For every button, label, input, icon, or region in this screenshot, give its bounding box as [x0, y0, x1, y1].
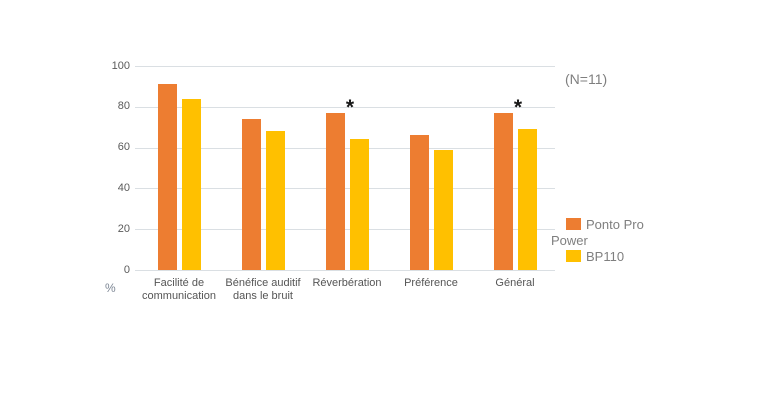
gridline-100 [135, 66, 555, 67]
legend-label: BP110 [586, 249, 625, 264]
y-tick-label-100: 100 [111, 59, 130, 72]
category-label-3: Réverbération [312, 277, 382, 289]
category-label-1: Facilité de communication [142, 277, 216, 302]
bar-ponto-pro-power [493, 112, 513, 270]
significance-asterisk: * [345, 95, 355, 119]
gridline-40 [135, 188, 555, 190]
category-label-4: Préférence [404, 277, 458, 289]
bar-bp110 [433, 149, 453, 270]
bar-bp110 [265, 131, 285, 270]
legend-item-2: BP110 [551, 249, 655, 265]
bar-ponto-pro-power [409, 135, 429, 270]
y-tick-label-20: 20 [117, 222, 130, 235]
y-axis-unit-label: % [105, 281, 116, 295]
legend-item-1: Ponto Pro Power [551, 217, 655, 249]
legend-swatch-icon [566, 218, 581, 230]
sample-size-annotation: (N=11) [565, 71, 608, 87]
gridline-60 [135, 147, 555, 149]
bar-group-1 [157, 66, 201, 270]
bar-ponto-pro-power [157, 84, 177, 270]
gridline-20 [135, 229, 555, 231]
significance-asterisk: * [513, 95, 523, 119]
legend: Ponto Pro Power BP110 [551, 217, 655, 265]
gridline-80 [135, 106, 555, 108]
bar-ponto-pro-power [325, 112, 345, 270]
legend-swatch-icon [566, 250, 581, 262]
bar-group-2 [241, 66, 285, 270]
bar-bp110 [349, 139, 369, 270]
bar-ponto-pro-power [241, 119, 261, 270]
category-label-2: Bénéfice auditif dans le bruit [225, 277, 301, 302]
y-tick-label-40: 40 [117, 181, 130, 194]
y-tick-label-80: 80 [117, 100, 130, 113]
bar-group-4 [409, 66, 453, 270]
y-tick-label-60: 60 [117, 141, 130, 154]
legend-label: Ponto Pro Power [551, 217, 644, 248]
bar-bp110 [181, 98, 201, 270]
y-tick-label-0: 0 [123, 263, 130, 276]
bar-group-3 [325, 66, 369, 270]
category-label-5: Général [495, 277, 535, 289]
bar-bp110 [517, 129, 537, 270]
bar-group-5 [493, 66, 537, 270]
gridline-0 [135, 270, 555, 271]
